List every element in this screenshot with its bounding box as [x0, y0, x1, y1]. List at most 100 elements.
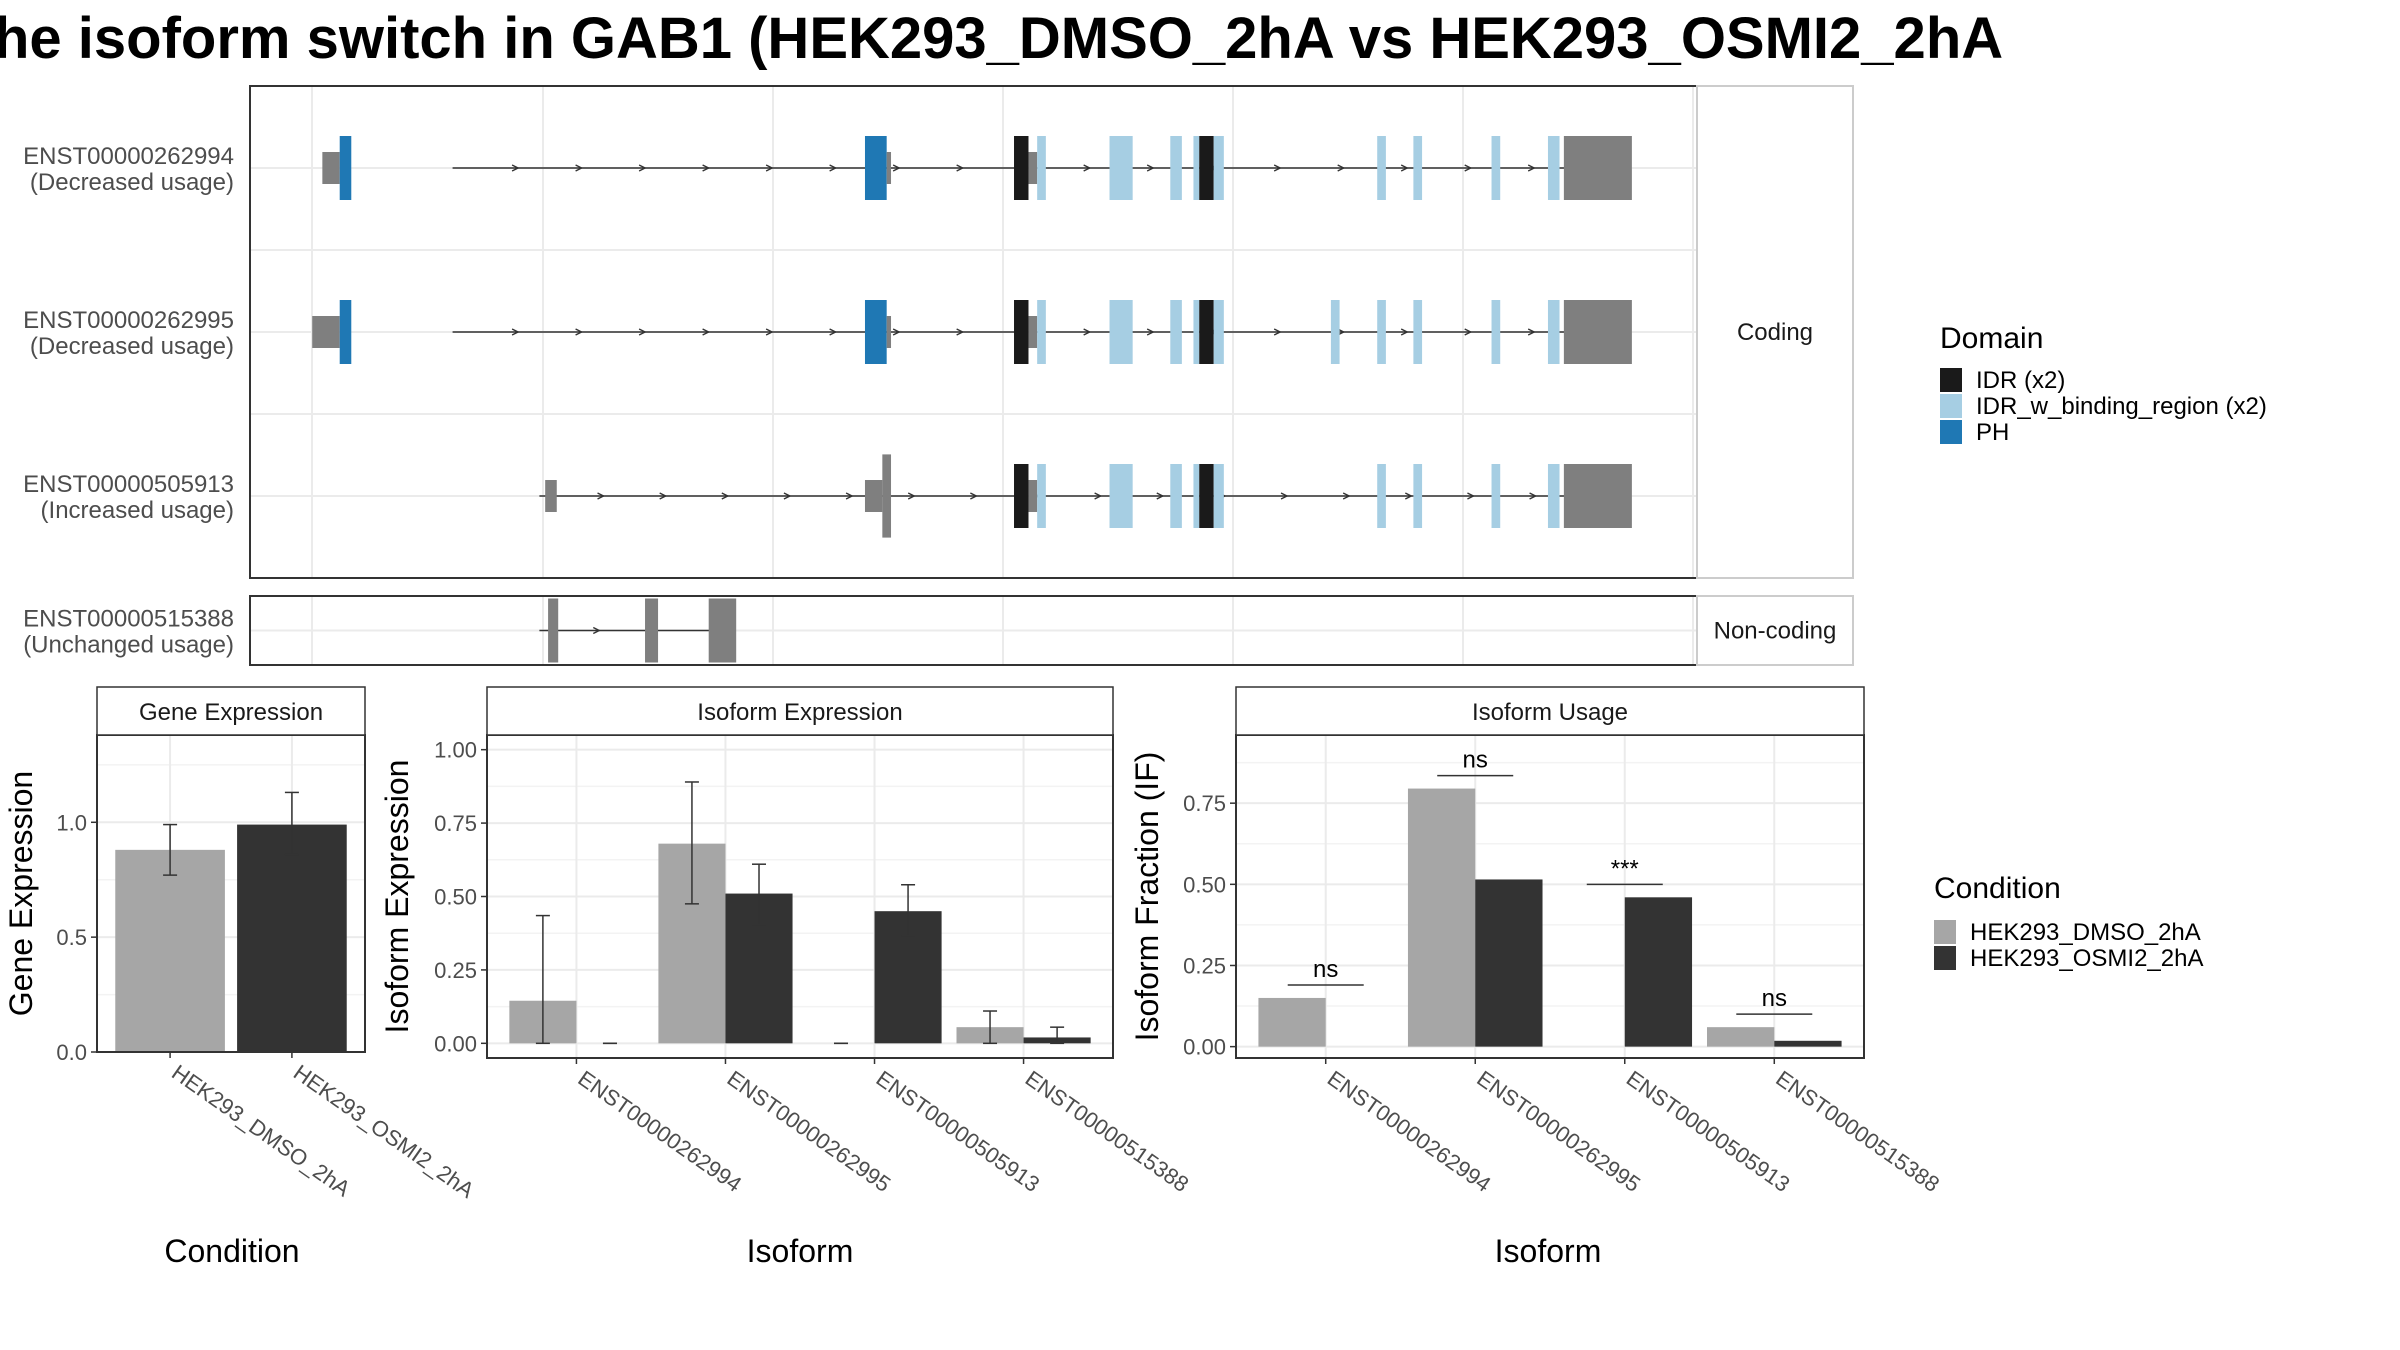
condition-legend-label: HEK293_DMSO_2hA [1970, 919, 2201, 946]
x-tick-label: ENST00000505913 [1622, 1066, 1795, 1197]
intron-arrow [721, 492, 730, 500]
exon-idr-w-binding-region [1193, 464, 1200, 528]
exon-idr [1199, 300, 1214, 364]
intron-arrow [1273, 164, 1282, 172]
figure-title: he isoform switch in GAB1 (HEK293_DMSO_2… [0, 6, 2003, 71]
exon-idr-w-binding-region [1377, 136, 1386, 200]
exon-idr-w-binding-region [1037, 300, 1046, 364]
chart-facet-strip [486, 686, 1114, 736]
y-tick-label: 1.0 [56, 810, 87, 835]
transcript-structure-panel: ENST00000262994(Decreased usage) ENST0000… [23, 85, 1854, 666]
exon-ph [339, 136, 352, 200]
exon-idr-w-binding-region [1330, 300, 1340, 364]
intron-arrow [892, 164, 901, 172]
exon-utr [1563, 300, 1632, 364]
condition-legend-label: HEK293_OSMI2_2hA [1970, 945, 2203, 972]
tx-facet-label: Non-coding [1714, 618, 1837, 645]
y-axis-title: Isoform Expression [379, 760, 415, 1034]
x-tick-label: ENST00000505913 [872, 1066, 1045, 1197]
exon-idr-w-binding-region [1037, 136, 1046, 200]
intron-arrow [765, 164, 774, 172]
exon-ph [864, 136, 887, 200]
condition-legend-swatch [1934, 946, 1956, 970]
domain-legend-label: IDR_w_binding_region (x2) [1976, 393, 2267, 420]
exon-idr-w-binding-region [1170, 300, 1182, 364]
exon-idr-w-binding-region [1213, 136, 1224, 200]
exon-utr [864, 480, 883, 512]
exon-idr-w-binding-region [1170, 464, 1182, 528]
exon-idr [1199, 464, 1214, 528]
y-tick-label: 1.00 [434, 738, 477, 763]
x-tick-label: ENST00000262995 [723, 1066, 896, 1197]
domain-legend-label: PH [1976, 419, 2009, 446]
intron-arrow [511, 164, 520, 172]
exon-idr-w-binding-region [1377, 464, 1386, 528]
intron-arrow [1146, 328, 1155, 336]
exon-ph [339, 300, 352, 364]
intron-arrow [575, 164, 584, 172]
chart-title: Isoform Usage [1472, 699, 1628, 726]
exon-utr [882, 454, 892, 538]
exon-idr-w-binding-region [1491, 136, 1501, 200]
intron-arrow [783, 492, 792, 500]
x-tick-label: ENST00000262994 [1323, 1066, 1496, 1197]
intron-arrow [1527, 328, 1536, 336]
y-tick-label: 0.50 [434, 885, 477, 910]
intron-arrow [702, 328, 711, 336]
condition-legend-swatch [1934, 920, 1956, 944]
y-tick-label: 0.25 [434, 958, 477, 983]
intron-arrow [1529, 492, 1538, 500]
x-tick-label: ENST00000262995 [1472, 1066, 1645, 1197]
transcript-id-label: ENST00000505913 [23, 471, 234, 498]
intron-arrow [1280, 492, 1289, 500]
significance-label: ns [1313, 956, 1338, 983]
bar [1475, 879, 1543, 1047]
intron-arrow [892, 328, 901, 336]
intron-arrow [765, 328, 774, 336]
exon-idr-w-binding-region [1213, 300, 1224, 364]
exon-utr [1028, 480, 1038, 512]
bar [1258, 997, 1326, 1047]
intron-arrow [1337, 164, 1346, 172]
x-axis-title: Condition [164, 1233, 299, 1269]
intron-arrow [845, 492, 854, 500]
y-tick-label: 0.00 [1183, 1035, 1226, 1060]
exon-idr-w-binding-region [1547, 136, 1560, 200]
significance-label: *** [1611, 855, 1639, 882]
intron-arrow [956, 164, 965, 172]
intron-arrow [1527, 164, 1536, 172]
exon-idr-w-binding-region [1109, 464, 1133, 528]
exon-idr-w-binding-region [1413, 136, 1423, 200]
domain-legend-title: Domain [1940, 322, 2043, 355]
exon-idr-w-binding-region [1109, 300, 1133, 364]
exon-idr-w-binding-region [1193, 300, 1200, 364]
exon-idr-w-binding-region [1109, 136, 1133, 200]
isoform-usage-chart: ns ns *** ns Isoform Usage 0.00 0.25 0.50 0.75 EN… [1129, 686, 1944, 1269]
bar [1707, 1027, 1775, 1047]
exon-utr [1028, 152, 1038, 184]
intron-arrow [597, 492, 606, 500]
x-axis-title: Isoform [1495, 1233, 1602, 1269]
exon-idr [1014, 464, 1029, 528]
condition-legend-title: Condition [1934, 872, 2061, 905]
y-tick-label: 0.50 [1183, 872, 1226, 897]
transcript-usage-label: (Increased usage) [41, 497, 234, 524]
domain-legend: Domain IDR (x2)IDR_w_binding_region (x2)P… [1940, 322, 2267, 446]
exon-utr [1028, 316, 1038, 348]
intron-arrow [511, 328, 520, 336]
exon-utr [886, 316, 892, 348]
transcript-id-label: ENST00000262994 [23, 143, 234, 170]
intron-arrow [1400, 164, 1409, 172]
y-tick-label: 0.25 [1183, 953, 1226, 978]
y-tick-label: 0.75 [434, 811, 477, 836]
y-tick-label: 0.75 [1183, 791, 1226, 816]
exon-idr [1014, 136, 1029, 200]
tx-facet-strip [1696, 85, 1854, 579]
transcript-id-label: ENST00000515388 [23, 606, 234, 633]
bar [1624, 897, 1693, 1047]
intron-arrow [1404, 492, 1413, 500]
exon-utr [545, 480, 557, 512]
transcript-usage-label: (Decreased usage) [30, 169, 234, 196]
transcript-usage-label: (Unchanged usage) [23, 632, 234, 659]
